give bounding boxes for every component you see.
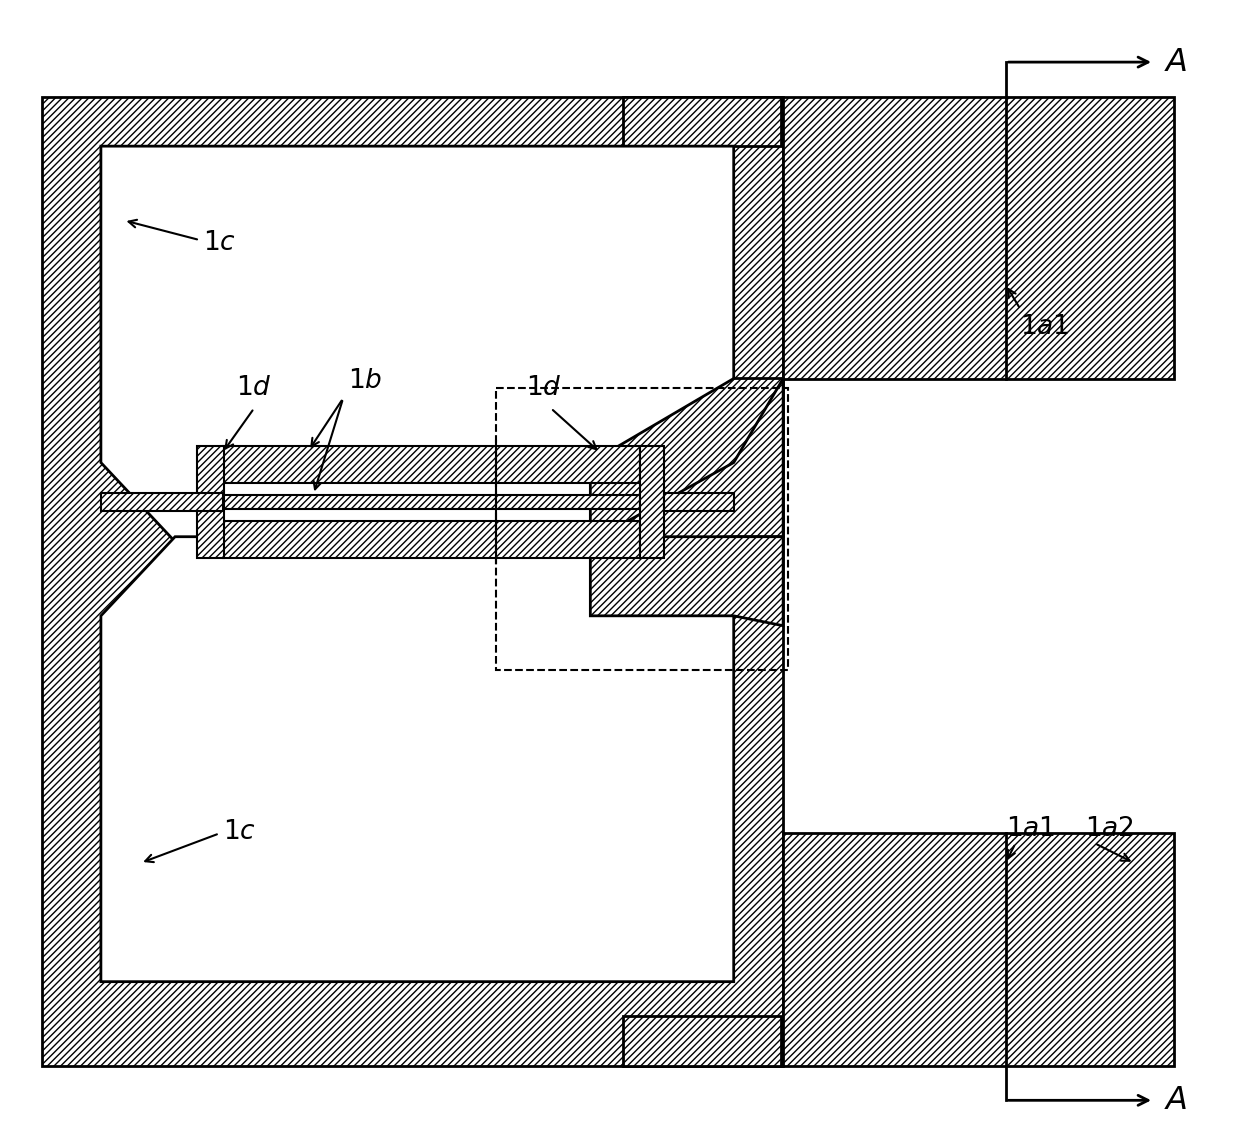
Bar — [622, 1017, 781, 1066]
Text: $1b$: $1b$ — [348, 369, 382, 393]
Text: $1a2$: $1a2$ — [1085, 816, 1133, 841]
Bar — [100, 493, 222, 511]
Bar — [197, 446, 224, 558]
Text: $1c$: $1c$ — [202, 230, 236, 254]
Polygon shape — [100, 537, 734, 982]
Bar — [496, 388, 789, 670]
Text: $1c$: $1c$ — [222, 818, 255, 844]
Bar — [784, 96, 1174, 379]
Bar — [222, 495, 640, 509]
Bar — [640, 446, 663, 558]
Polygon shape — [590, 537, 784, 626]
Text: $1a1$: $1a1$ — [1021, 314, 1070, 340]
Bar — [784, 833, 1174, 1066]
Bar — [42, 96, 784, 1066]
Polygon shape — [590, 379, 784, 541]
Polygon shape — [100, 146, 734, 541]
Bar — [622, 96, 781, 146]
Text: $A$: $A$ — [1164, 47, 1187, 77]
Polygon shape — [590, 379, 784, 537]
Text: $1d$: $1d$ — [237, 376, 272, 400]
Bar — [663, 493, 734, 511]
Bar — [222, 521, 640, 558]
Text: $1d$: $1d$ — [526, 376, 562, 400]
Text: $A$: $A$ — [1164, 1085, 1187, 1115]
Bar — [222, 446, 640, 483]
Text: $1a1$: $1a1$ — [1006, 816, 1055, 841]
